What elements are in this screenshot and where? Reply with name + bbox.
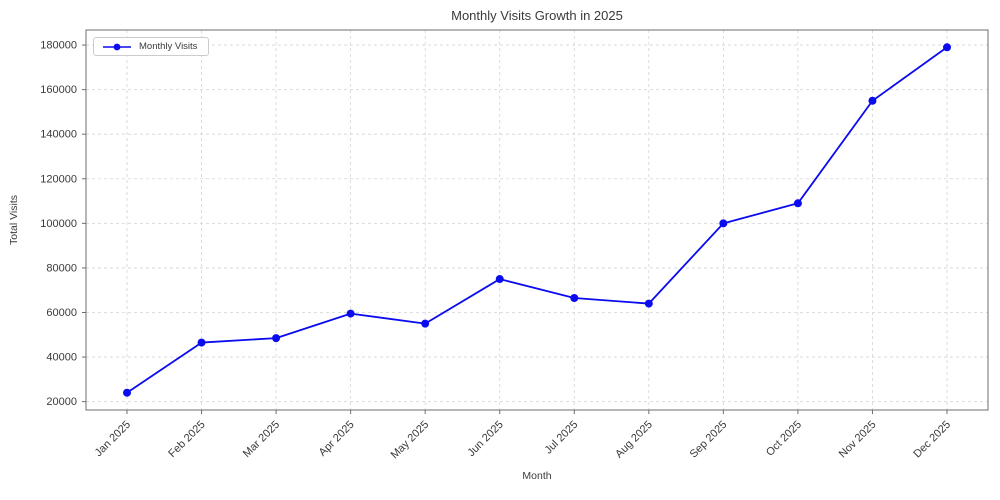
legend-line-swatch: [103, 43, 131, 50]
data-point-marker: [793, 199, 802, 208]
data-point-marker: [197, 338, 206, 347]
data-point-marker: [943, 43, 951, 52]
x-axis-label: Month: [522, 470, 552, 482]
data-point-marker: [346, 309, 355, 318]
x-tick-label: Jul 2025: [542, 419, 580, 457]
legend-label: Monthly Visits: [139, 41, 198, 52]
x-tick-label: Feb 2025: [166, 419, 207, 460]
x-tick-label: Aug 2025: [613, 419, 655, 461]
y-tick-label: 40000: [46, 352, 77, 364]
x-tick-label: Apr 2025: [317, 419, 357, 459]
legend: Monthly Visits: [93, 37, 210, 56]
x-tick-label: May 2025: [389, 419, 432, 462]
data-point-marker: [719, 219, 728, 228]
data-point-marker: [123, 388, 131, 397]
y-tick-label: 100000: [40, 218, 77, 230]
y-tick-label: 180000: [40, 40, 77, 52]
data-point-marker: [272, 334, 281, 343]
y-axis-label: Total Visits: [8, 195, 20, 245]
y-tick-label: 140000: [40, 129, 77, 141]
monthly-visits-line: [126, 46, 948, 394]
y-tick-label: 20000: [46, 396, 77, 408]
data-point-marker: [495, 275, 504, 284]
y-tick-label: 160000: [40, 84, 77, 96]
data-point-marker: [570, 294, 579, 303]
gridlines: [86, 30, 988, 410]
x-tick-label: Sep 2025: [688, 419, 730, 461]
data-point-marker: [421, 319, 430, 328]
x-tick-labels: Jan 2025 Feb 2025 Mar 2025 Apr 2025 May 2025…: [93, 419, 953, 462]
y-tick-label: 120000: [40, 173, 77, 185]
y-tick-labels: 20000 40000 60000 80000 100000 120000 140000 16…: [40, 40, 77, 409]
data-point-marker: [868, 96, 877, 105]
x-tick-label: Jun 2025: [465, 419, 505, 459]
data-point-marker: [644, 299, 653, 308]
x-tick-label: Jan 2025: [93, 419, 133, 459]
legend-marker-icon: [113, 43, 121, 50]
x-tick-label: Dec 2025: [911, 419, 953, 461]
x-tick-label: Nov 2025: [837, 419, 879, 461]
axis-ticks: [82, 44, 948, 414]
x-tick-label: Oct 2025: [764, 419, 804, 459]
chart-title: Monthly Visits Growth in 2025: [451, 8, 623, 23]
y-tick-label: 60000: [46, 307, 77, 319]
y-tick-label: 80000: [46, 262, 77, 274]
x-tick-label: Mar 2025: [241, 419, 282, 460]
plot-frame: [85, 29, 989, 411]
data-series-monthly-visits: [123, 43, 951, 397]
